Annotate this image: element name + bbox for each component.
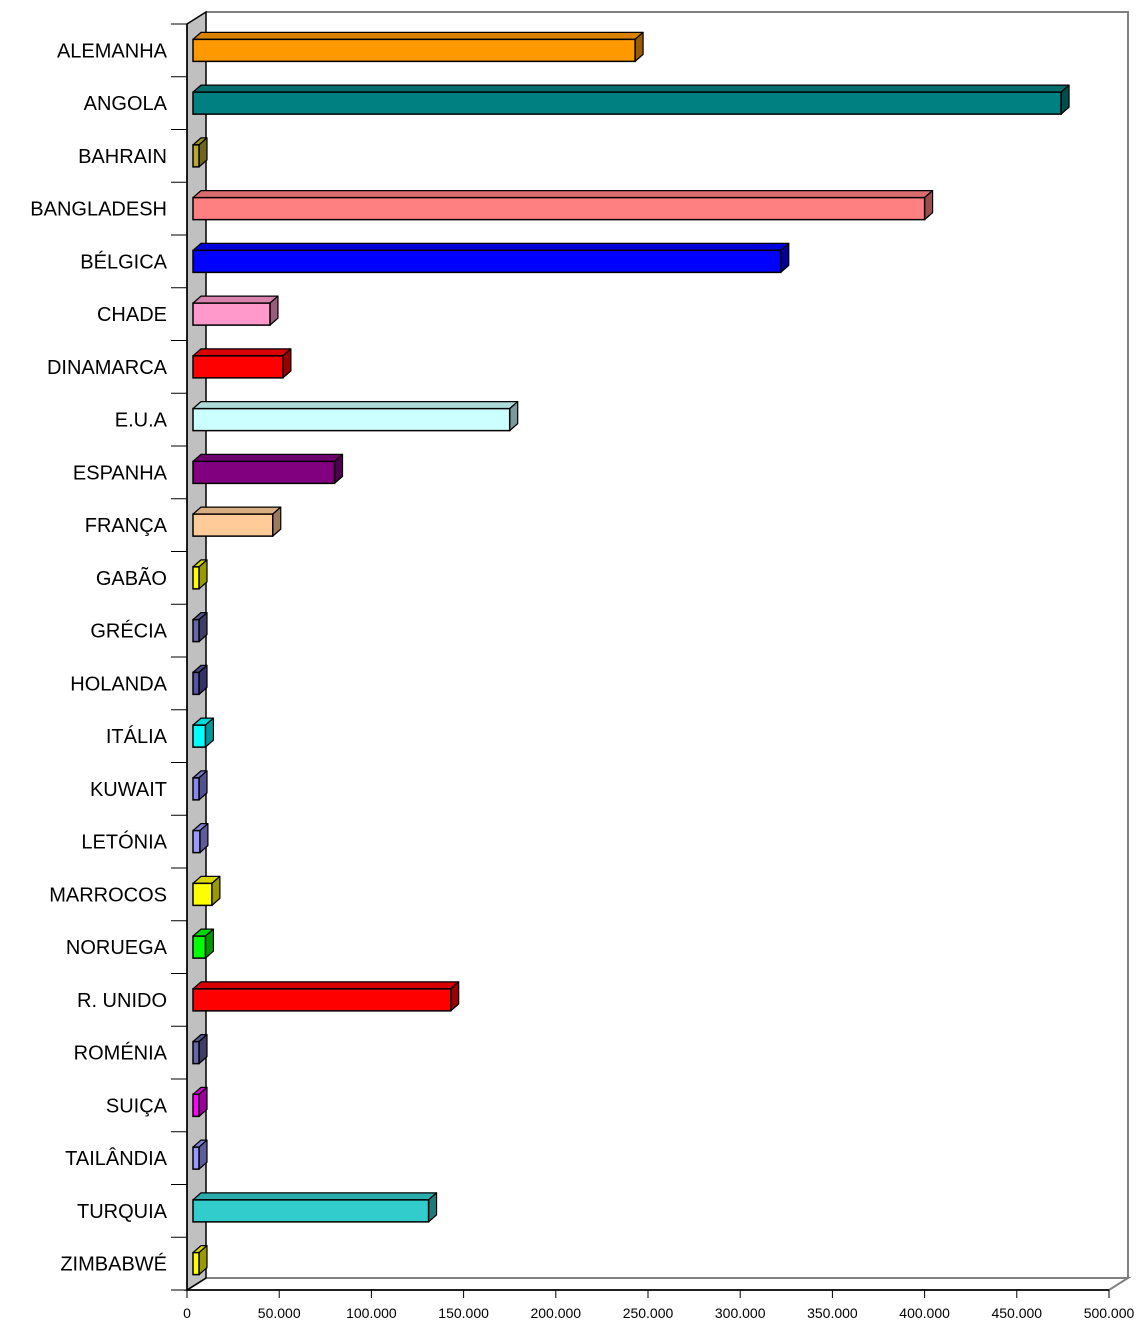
- category-label: ANGOLA: [84, 93, 168, 115]
- category-label: CHADE: [97, 304, 167, 326]
- bar: [192, 460, 336, 485]
- bar: [192, 355, 284, 379]
- category-label: DINAMARCA: [47, 357, 168, 379]
- category-label: BÉLGICA: [80, 250, 167, 273]
- category-label: GABÃO: [96, 566, 167, 590]
- bar-top-face: [192, 401, 519, 410]
- x-tick-label: 450.000: [991, 1305, 1042, 1321]
- category-label: R. UNIDO: [77, 990, 167, 1012]
- bar-top-face: [192, 981, 460, 990]
- bar: [192, 935, 207, 959]
- x-tick-label: 50.000: [258, 1305, 301, 1321]
- category-label: GRÉCIA: [90, 620, 167, 643]
- bar: [192, 513, 274, 537]
- x-tick-label: 400.000: [899, 1305, 950, 1321]
- category-label: MARROCOS: [49, 884, 167, 906]
- bar: [192, 1040, 200, 1065]
- x-tick-label: 100.000: [346, 1305, 397, 1321]
- category-label: SUIÇA: [106, 1095, 168, 1117]
- category-label: HOLANDA: [70, 673, 167, 695]
- bar: [192, 777, 200, 801]
- bar: [192, 302, 271, 326]
- bar-top-face: [192, 348, 292, 357]
- x-tick-label: 500.000: [1084, 1305, 1135, 1321]
- x-tick-label: 0: [183, 1305, 191, 1321]
- bar-top-face: [192, 31, 644, 40]
- bar-top-face: [192, 295, 279, 304]
- bar: [192, 882, 213, 907]
- bar: [192, 618, 200, 643]
- bar-top-face: [192, 453, 344, 462]
- bar: [192, 724, 207, 748]
- bar: [192, 988, 452, 1012]
- bar: [192, 1146, 200, 1170]
- category-label: ITÁLIA: [106, 725, 168, 748]
- bar: [192, 196, 926, 221]
- category-label: BAHRAIN: [78, 146, 167, 168]
- x-tick-label: 150.000: [438, 1305, 489, 1321]
- bar-top-face: [192, 190, 934, 199]
- category-label: ESPANHA: [73, 462, 168, 484]
- bar: [192, 829, 201, 854]
- bar-top-face: [192, 84, 1070, 93]
- bar: [192, 144, 200, 168]
- category-label: NORUEGA: [66, 937, 168, 959]
- category-label: ZIMBABWÉ: [60, 1253, 167, 1276]
- x-tick-label: 200.000: [530, 1305, 581, 1321]
- bar-top-face: [192, 506, 282, 515]
- bar: [192, 1093, 200, 1118]
- plot-floor: [183, 1277, 1132, 1291]
- category-label: ALEMANHA: [57, 40, 168, 62]
- x-tick-label: 300.000: [715, 1305, 766, 1321]
- bar: [192, 566, 200, 590]
- category-label: FRANÇA: [85, 515, 168, 537]
- category-label: BANGLADESH: [30, 199, 167, 221]
- bar: [192, 1199, 430, 1223]
- x-tick-label: 250.000: [623, 1305, 674, 1321]
- bar: [192, 407, 511, 432]
- category-label: KUWAIT: [90, 779, 167, 801]
- bar-top-face: [192, 242, 790, 251]
- bar-top-face: [192, 1192, 438, 1201]
- category-label: ROMÉNIA: [74, 1042, 168, 1065]
- bar: [192, 38, 636, 63]
- bar: [192, 1251, 200, 1276]
- category-label: E.U.A: [115, 410, 168, 432]
- bar: [192, 671, 200, 696]
- category-label: TURQUIA: [77, 1201, 168, 1223]
- plot-back-frame: [206, 11, 1129, 1278]
- category-label: LETÓNIA: [81, 831, 167, 854]
- x-tick-label: 350.000: [807, 1305, 858, 1321]
- category-label: TAILÂNDIA: [65, 1147, 168, 1170]
- bar: [192, 91, 1062, 115]
- bar: [192, 249, 782, 274]
